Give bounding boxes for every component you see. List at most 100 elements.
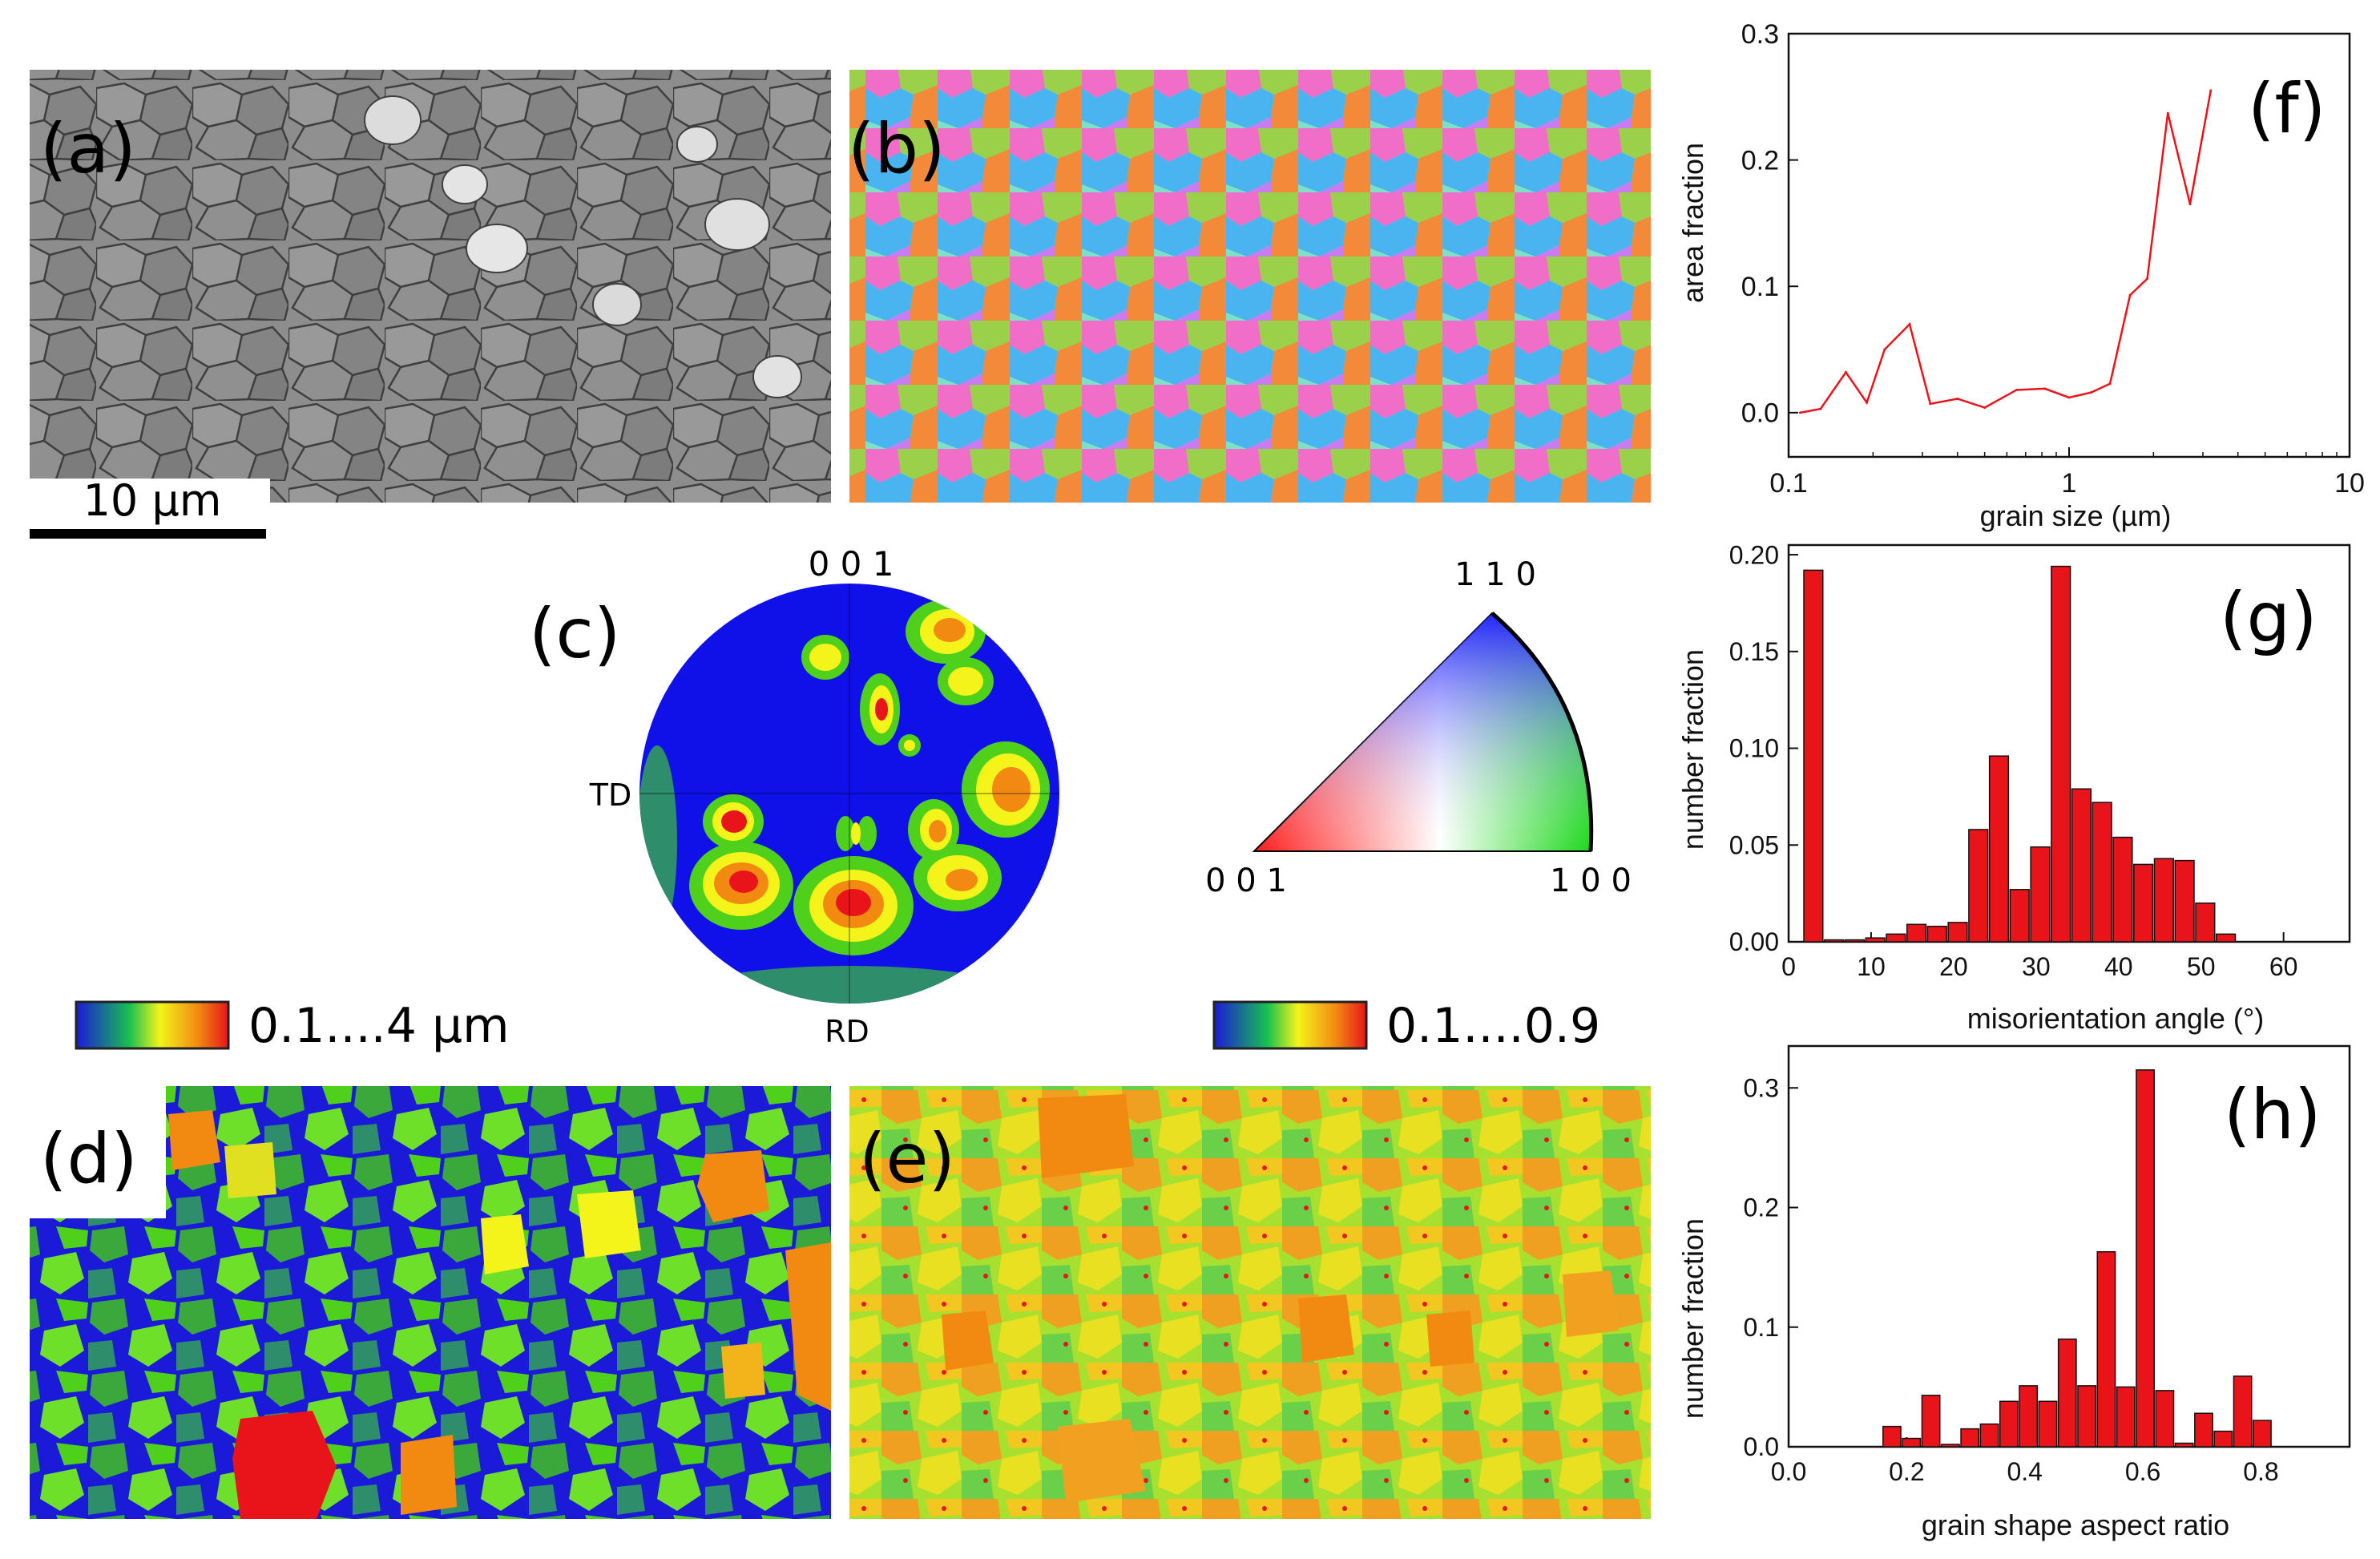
bar <box>2213 1430 2233 1448</box>
bar <box>2174 1442 2194 1448</box>
panel-c: (c) 0 0 1 TD RD <box>529 544 1059 1049</box>
bar <box>2194 1412 2213 1448</box>
texture-pole <box>962 741 1050 838</box>
y-tick-label: 0.20 <box>1729 540 1779 569</box>
bar <box>2057 1338 2077 1448</box>
bar <box>2038 1400 2058 1448</box>
bar <box>1921 1395 1941 1448</box>
y-tick-label: 0.1 <box>1741 272 1779 302</box>
data-line <box>1800 90 2213 414</box>
bar <box>1906 923 1927 943</box>
ipf-corner-100: 1 0 0 <box>1550 862 1632 899</box>
panel-label-g: (g) <box>2220 578 2317 658</box>
chart-g: number fraction misorientation angle (°)… <box>1676 540 2351 1035</box>
chart-h-xlabel: grain shape aspect ratio <box>1922 1509 2229 1541</box>
bar <box>2071 788 2092 943</box>
bar <box>2133 863 2154 943</box>
ipf-orientation-map <box>849 70 1651 503</box>
data-point <box>2067 396 2071 399</box>
scale-bar-label: 10 µm <box>83 475 222 526</box>
panel-label-f: (f) <box>2248 69 2326 149</box>
data-point <box>1883 348 1886 351</box>
y-tick-label: 0.05 <box>1729 830 1779 859</box>
y-tick-label: 0.10 <box>1729 734 1779 763</box>
pole-figure-bottom-label: RD <box>825 1014 869 1049</box>
data-point <box>1866 401 1869 404</box>
bar <box>2215 933 2237 943</box>
bar <box>1882 1425 1902 1448</box>
bar <box>1960 1428 1980 1448</box>
texture-pole <box>689 842 793 930</box>
x-tick-label: 0.6 <box>2125 1457 2160 1486</box>
data-point <box>2090 391 2093 394</box>
data-point <box>2015 388 2019 391</box>
x-tick-label: 0.2 <box>1889 1457 1924 1486</box>
colorbar-d: 0.1....4 µm <box>75 998 510 1054</box>
panel-e: (e) <box>849 1086 1651 1519</box>
bar <box>1844 939 1865 943</box>
panel-a: 10 µm (a) <box>30 70 831 539</box>
texture-pole <box>906 600 986 664</box>
panel-label-h: (h) <box>2224 1075 2322 1155</box>
x-tick-label: 0.8 <box>2243 1457 2278 1486</box>
bar <box>1940 1444 1960 1448</box>
x-tick-label: 0.0 <box>1771 1457 1806 1486</box>
x-tick-label: 20 <box>1939 952 1968 981</box>
chart-f-ylabel: area fraction <box>1676 143 1709 303</box>
x-tick-label: 10 <box>1857 952 1886 981</box>
texture-pole <box>836 816 877 851</box>
texture-pole <box>793 856 914 955</box>
y-tick-label: 0.3 <box>1741 19 1779 50</box>
x-tick-label: 10 <box>2334 468 2365 499</box>
bar <box>1947 922 1968 943</box>
data-point <box>2128 293 2132 297</box>
x-tick-label: 60 <box>2269 952 2298 981</box>
bar <box>1886 933 1906 943</box>
x-tick-label: 0.1 <box>1769 468 1807 499</box>
chart-f-xlabel: grain size (µm) <box>1980 499 2172 532</box>
bar <box>2077 1385 2097 1448</box>
bar <box>2030 846 2051 943</box>
x-tick-label: 0 <box>1781 952 1796 981</box>
chart-g-xlabel: misorientation angle (°) <box>1967 1002 2265 1035</box>
chart-f: area fraction grain size (µm) (f) 0.1 1 10… <box>1676 19 2365 532</box>
bar <box>1926 925 1947 943</box>
panel-label-b: (b) <box>848 109 946 189</box>
data-point <box>2166 111 2169 115</box>
data-point <box>1819 407 1822 410</box>
x-tick-label: 0.4 <box>2007 1457 2042 1486</box>
bar <box>1865 937 1886 943</box>
data-point <box>1956 397 1959 400</box>
bar <box>2019 1385 2039 1448</box>
y-tick-label: 0.2 <box>1741 146 1779 176</box>
y-tick-label: 0.3 <box>1744 1073 1779 1102</box>
bar <box>2174 859 2195 943</box>
bar <box>2112 836 2133 943</box>
chart-g-ylabel: number fraction <box>1676 649 1709 850</box>
data-point <box>2209 89 2213 92</box>
bar <box>1999 1400 2019 1448</box>
data-point <box>1983 406 1987 410</box>
bar <box>1988 755 2010 943</box>
colorbar-e: 0.1....0.9 <box>1212 998 1600 1054</box>
colorbar-d-label: 0.1....4 µm <box>248 998 510 1054</box>
y-tick-label: 0.00 <box>1729 927 1779 956</box>
bar <box>1979 1423 1999 1448</box>
chart-h: number fraction grain shape aspect ratio… <box>1676 1044 2351 1541</box>
texture-pole <box>938 657 994 705</box>
pole-figure-top-label: 0 0 1 <box>809 544 894 584</box>
aspect-ratio-map <box>849 1086 1651 1519</box>
bar <box>2233 1375 2253 1448</box>
bar <box>2096 1250 2116 1448</box>
data-point <box>2146 277 2149 281</box>
texture-pole <box>801 635 849 680</box>
data-point <box>1798 411 1801 414</box>
panel-label-a: (a) <box>40 109 136 189</box>
y-tick-label: 0.1 <box>1744 1313 1779 1342</box>
data-point <box>2043 387 2047 390</box>
bar <box>2195 902 2216 943</box>
bar <box>2051 565 2071 943</box>
texture-pole <box>908 799 959 860</box>
data-point <box>1908 323 1911 326</box>
